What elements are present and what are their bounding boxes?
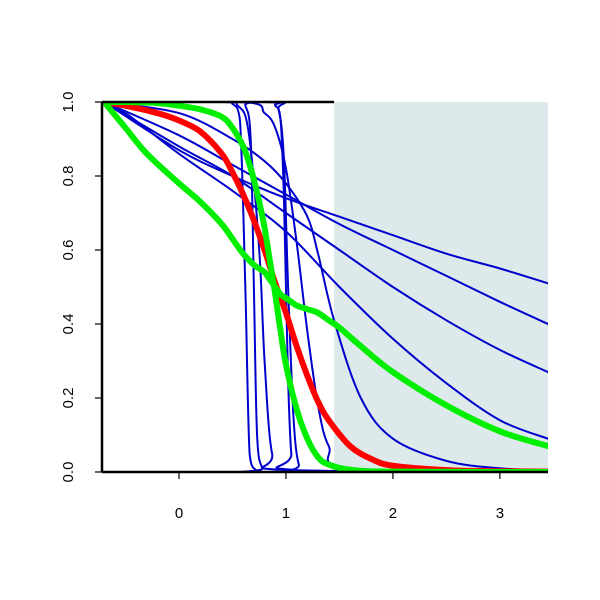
shaded-region-layer [334,102,548,472]
y-tick-label-0.2: 0.2 [60,388,77,409]
y-tick-label-0.6: 0.6 [60,240,77,261]
x-tick-label-3: 3 [496,505,504,522]
series-line-9 [103,102,548,374]
y-tick-label-0.8: 0.8 [60,166,77,187]
series-line-13 [102,102,548,472]
series-line-10 [103,102,548,325]
x-tick-label-1: 1 [282,505,290,522]
axes-layer: 0 1 2 3 0.0 0.2 0.4 0.6 0.8 1.0 [60,92,548,522]
x-tick-label-0: 0 [175,505,183,522]
y-tick-label-1.0: 1.0 [60,92,77,113]
series-line-14 [102,102,548,450]
series-line-7 [103,102,548,472]
y-tick-label-0.4: 0.4 [60,314,77,335]
series-line-11 [103,102,548,285]
shaded-region [334,102,548,472]
y-tick-label-0.0: 0.0 [60,462,77,483]
x-tick-label-2: 2 [389,505,397,522]
